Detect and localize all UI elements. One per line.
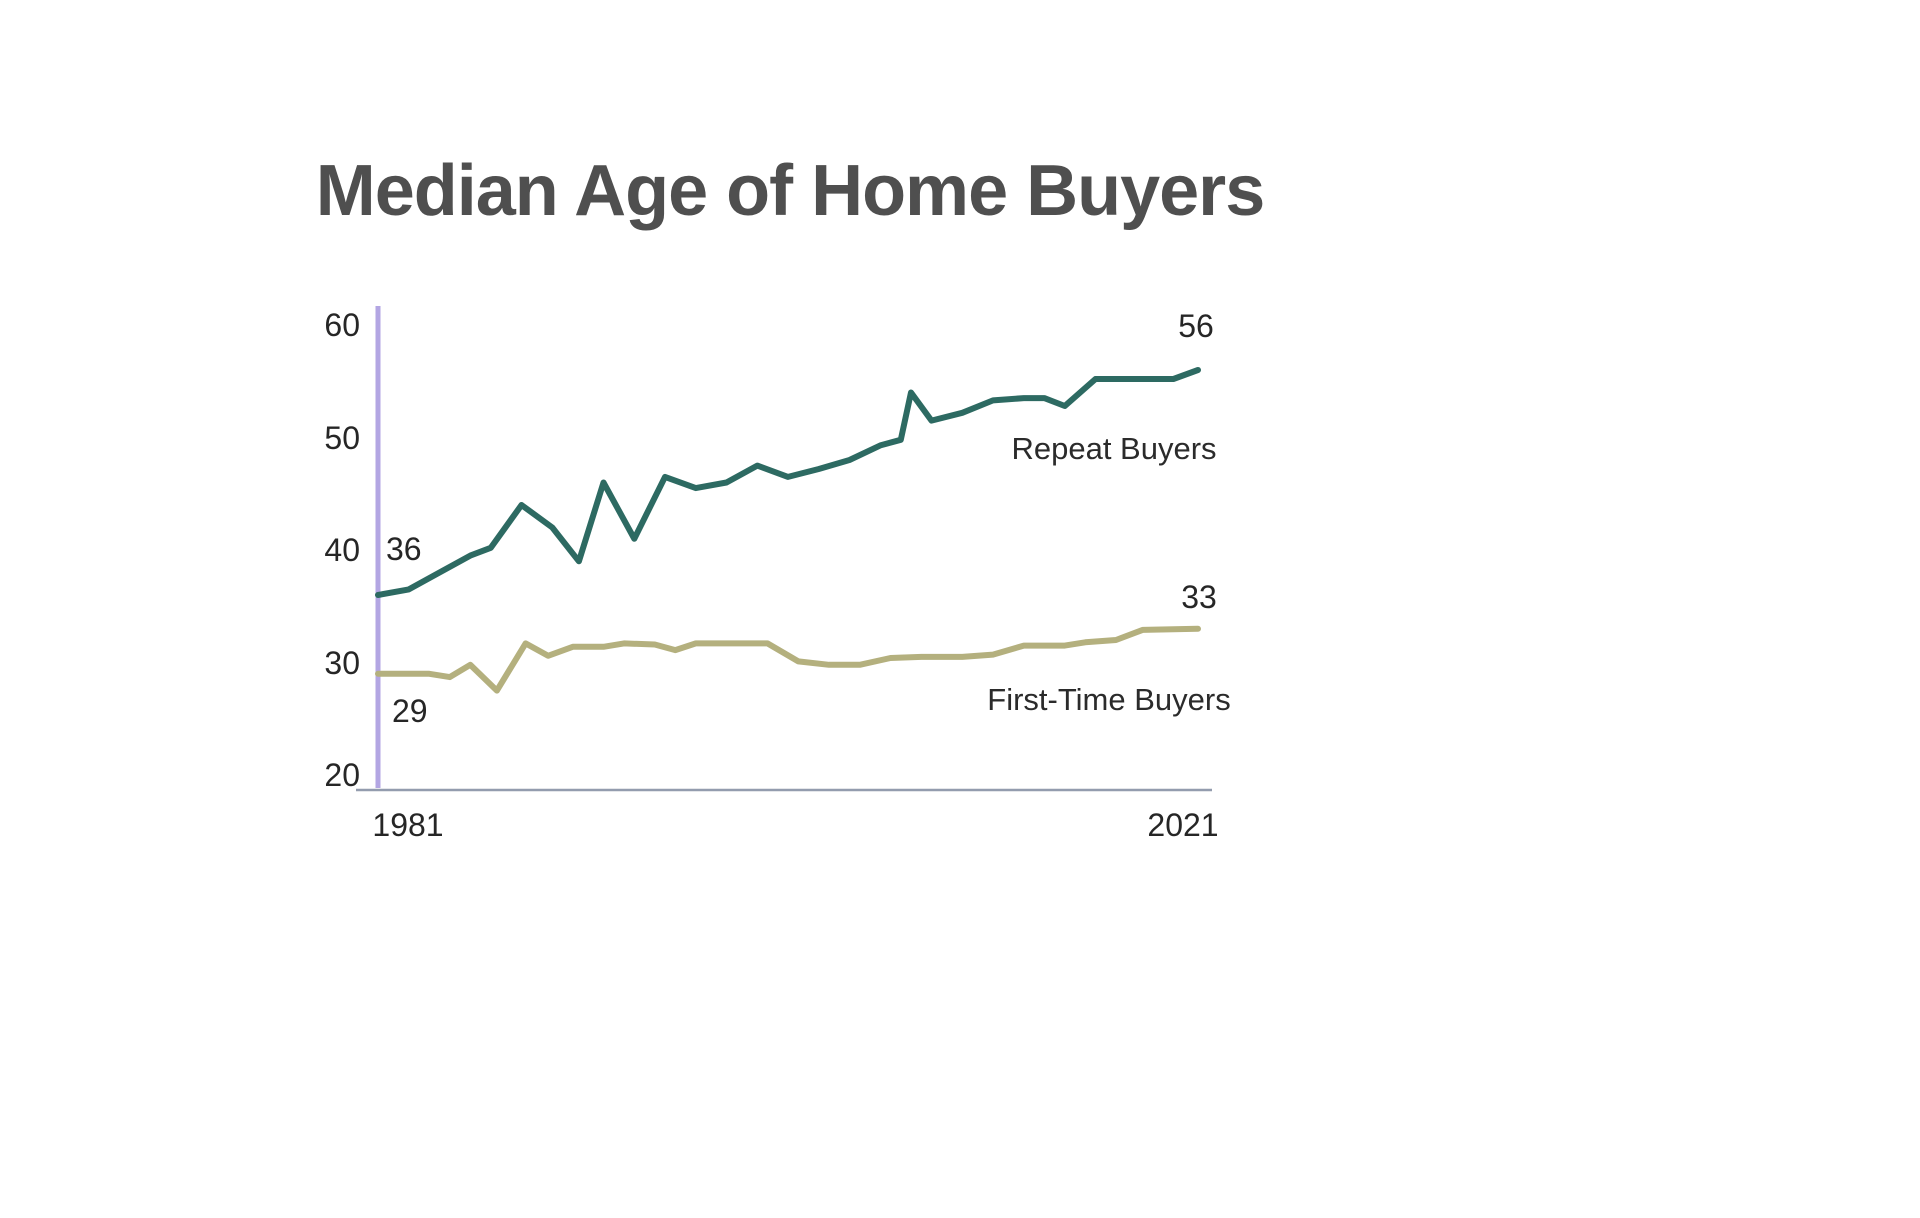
- y-tick-50: 50: [324, 420, 360, 456]
- x-tick-1981: 1981: [372, 807, 444, 843]
- first-time-buyers-start-value: 29: [392, 693, 428, 729]
- series-line-repeat-buyers: [375, 367, 1201, 598]
- repeat-buyers-series-label: Repeat Buyers: [1011, 431, 1217, 466]
- repeat-buyers-end-value: 56: [1178, 308, 1214, 344]
- repeat-buyers-start-value: 36: [386, 531, 422, 567]
- first-time-buyers-end-value: 33: [1181, 579, 1217, 615]
- y-tick-60: 60: [324, 307, 360, 343]
- y-tick-20: 20: [324, 757, 360, 793]
- first-time-buyers-series-label: First-Time Buyers: [987, 682, 1231, 717]
- x-tick-2021: 2021: [1147, 807, 1219, 843]
- y-tick-30: 30: [324, 645, 360, 681]
- series-line-first-time-buyers: [375, 625, 1201, 694]
- y-tick-40: 40: [324, 532, 360, 568]
- chart-title: Median Age of Home Buyers: [315, 151, 1266, 231]
